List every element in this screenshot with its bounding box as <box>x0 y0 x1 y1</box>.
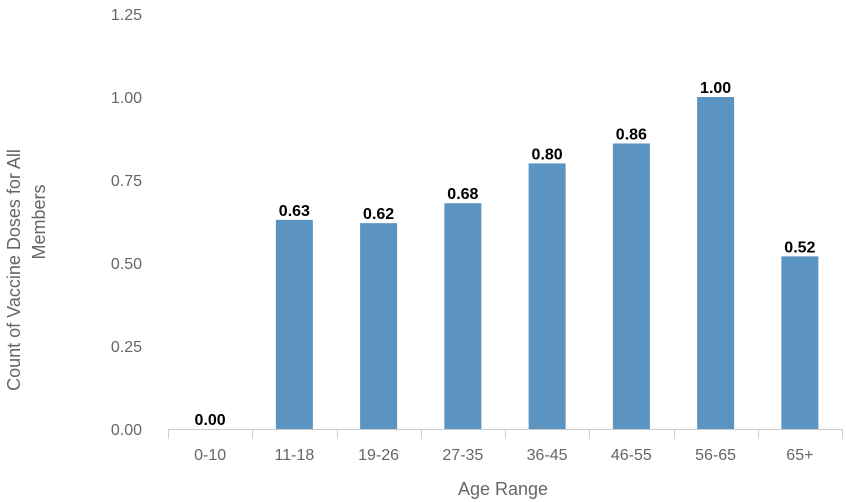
x-tick-label: 27-35 <box>442 447 483 464</box>
bar-19-26 <box>360 223 398 429</box>
bar-46-55 <box>612 143 650 430</box>
data-label: 0.63 <box>279 203 310 220</box>
bar-36-45 <box>528 163 566 429</box>
x-tick-label: 56-65 <box>695 447 736 464</box>
data-label: 0.52 <box>784 239 815 256</box>
y-tick-label: 0.00 <box>111 422 142 439</box>
x-axis-title: Age Range <box>458 479 548 499</box>
data-label: 0.80 <box>532 146 563 163</box>
data-label: 0.00 <box>195 412 226 429</box>
x-tick-label: 46-55 <box>611 447 652 464</box>
data-label: 0.68 <box>447 186 478 203</box>
x-tick-label: 65+ <box>786 447 813 464</box>
bar-65+ <box>781 256 819 429</box>
x-axis: 0-10 11-18 19-26 27-35 36-45 46-55 56-65 65+ <box>168 429 843 464</box>
bar-27-35 <box>444 203 482 429</box>
data-label: 0.62 <box>363 206 394 223</box>
y-tick-label: 1.00 <box>111 90 142 107</box>
y-tick-label: 0.75 <box>111 173 142 190</box>
x-tick-label: 0-10 <box>194 447 226 464</box>
data-label: 0.86 <box>616 126 647 143</box>
y-axis-title-line-1: Count of Vaccine Doses for All <box>4 149 24 391</box>
y-tick-labels: 0.00 0.25 0.50 0.75 1.00 1.25 <box>111 7 142 439</box>
bar-11-18 <box>275 219 313 429</box>
data-labels: 0.00 0.63 0.62 0.68 0.80 0.86 1.00 0.52 <box>193 79 817 431</box>
y-tick-label: 0.50 <box>111 256 142 273</box>
y-axis-title-line-2: Members <box>29 184 49 259</box>
y-axis-title: Count of Vaccine Doses for All Members <box>4 149 49 391</box>
data-label: 1.00 <box>700 80 731 97</box>
x-tick-label: 19-26 <box>358 447 399 464</box>
y-tick-label: 1.25 <box>111 7 142 24</box>
x-tick-label: 36-45 <box>527 447 568 464</box>
x-tick-label: 11-18 <box>275 447 315 464</box>
y-tick-label: 0.25 <box>111 339 142 356</box>
bar-56-65 <box>697 97 735 429</box>
bars <box>275 97 819 430</box>
